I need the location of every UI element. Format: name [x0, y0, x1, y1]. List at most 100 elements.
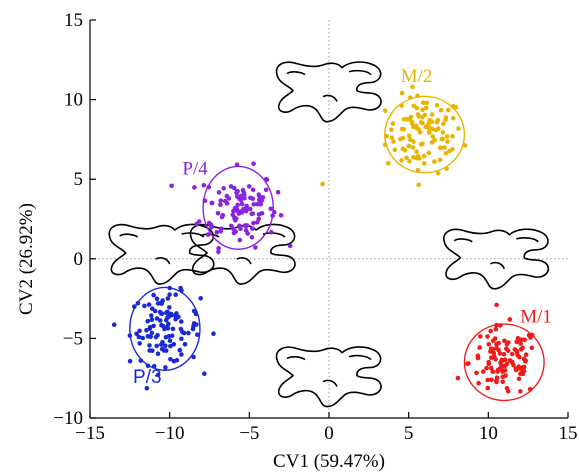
y-tick-label: −10	[53, 408, 83, 429]
point-m-1	[529, 345, 535, 351]
data-points	[111, 84, 535, 394]
point-m-1	[515, 336, 521, 341]
point-p-3	[191, 354, 196, 360]
point-p-3	[186, 330, 191, 336]
point-p-3	[202, 371, 207, 377]
point-m-1	[505, 389, 511, 394]
point-m-2	[420, 120, 425, 126]
point-m-1	[490, 338, 496, 344]
point-m-1	[496, 340, 501, 346]
point-p-3	[149, 313, 154, 318]
point-p-3	[138, 358, 144, 363]
point-m-1	[485, 334, 490, 339]
x-tick-label: 5	[404, 423, 414, 444]
point-p-3	[179, 352, 184, 357]
point-p-3	[151, 292, 156, 298]
point-p-4	[250, 226, 255, 231]
point-p-4	[219, 214, 225, 220]
point-m-2	[426, 121, 431, 127]
point-p-4	[247, 206, 253, 212]
point-p-4	[270, 213, 275, 218]
y-tick-label: 5	[74, 169, 84, 190]
point-p-4	[214, 229, 220, 235]
point-p-3	[152, 308, 158, 314]
point-m-2	[411, 124, 416, 130]
point-m-2	[399, 126, 405, 132]
point-p-4	[232, 205, 238, 211]
point-m-2	[420, 100, 426, 105]
point-m-2	[391, 139, 396, 144]
point-p-3	[147, 348, 152, 353]
point-p-3	[170, 326, 176, 332]
point-m-2	[411, 103, 417, 109]
point-m-2	[442, 145, 447, 150]
point-p-4	[205, 232, 211, 237]
point-m-2	[434, 103, 440, 108]
point-p-3	[155, 301, 161, 306]
point-m-1	[491, 351, 497, 356]
point-p-4	[239, 201, 245, 207]
point-m-1	[486, 342, 492, 347]
point-m-2	[420, 114, 425, 120]
point-p-3	[173, 317, 178, 322]
point-p-3	[211, 331, 216, 337]
point-p-4	[237, 237, 243, 243]
point-m-1	[488, 346, 494, 352]
point-p-3	[132, 304, 137, 309]
point-m-2	[382, 108, 388, 113]
point-p-4	[278, 213, 284, 218]
point-p-4	[221, 186, 226, 191]
point-m-2	[437, 145, 443, 150]
point-p-3	[151, 323, 156, 329]
point-m-1	[511, 362, 516, 368]
point-m-2	[420, 141, 425, 146]
point-p-4	[248, 195, 253, 201]
point-m-1	[528, 335, 533, 340]
point-m-1	[484, 365, 489, 371]
point-p-3	[148, 334, 153, 340]
point-p-4	[218, 202, 223, 207]
point-m-2	[447, 148, 452, 154]
point-m-1	[494, 379, 499, 385]
point-p-4	[216, 190, 222, 195]
point-p-3	[179, 288, 184, 293]
point-m-2	[386, 160, 391, 166]
point-p-4	[245, 231, 250, 236]
point-p-4	[253, 245, 258, 250]
point-p-4	[231, 230, 237, 236]
point-p-3	[149, 317, 155, 323]
point-m-1	[490, 369, 496, 375]
point-p-3	[155, 351, 161, 357]
point-m-2	[416, 182, 422, 188]
point-m-1	[520, 371, 526, 377]
point-p-4	[192, 185, 197, 190]
point-p-4	[249, 211, 254, 217]
point-m-1	[527, 386, 533, 392]
point-m-1	[488, 328, 494, 334]
point-p-4	[235, 202, 240, 208]
point-m-1	[494, 302, 499, 308]
point-p-4	[218, 198, 224, 203]
point-m-1	[493, 356, 498, 362]
point-p-3	[155, 372, 161, 378]
point-p-3	[137, 328, 142, 334]
point-p-3	[193, 311, 199, 317]
point-m-2	[450, 133, 455, 139]
point-p-4	[196, 219, 202, 224]
point-p-3	[182, 342, 188, 347]
point-p-4	[224, 193, 230, 199]
point-m-2	[462, 143, 468, 148]
point-m-2	[441, 121, 446, 126]
point-m-2	[435, 126, 441, 131]
point-m-2	[417, 156, 422, 161]
point-m-1	[477, 345, 483, 350]
point-p-4	[234, 162, 240, 167]
point-p-4	[238, 193, 244, 199]
point-p-4	[246, 184, 252, 189]
x-axis-title: CV1 (59.47%)	[273, 451, 385, 472]
point-m-1	[486, 360, 492, 365]
point-p-4	[256, 192, 262, 197]
point-m-2	[444, 166, 449, 171]
point-m-2	[435, 117, 441, 123]
